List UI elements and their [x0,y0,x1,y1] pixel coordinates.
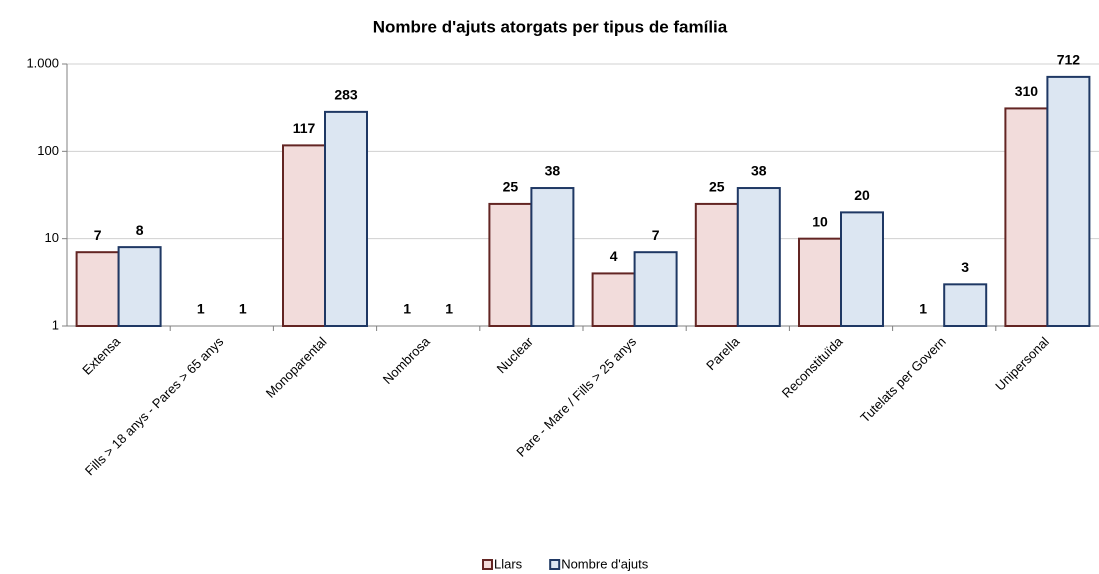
data-label: 7 [94,227,102,243]
y-tick-label: 1.000 [26,55,59,70]
bar [1046,75,1091,328]
data-label: 7 [652,227,660,243]
legend-label: Nombre d'ajuts [561,556,649,571]
bar [117,246,162,327]
bar [591,272,636,328]
x-tick-label: Extensa [79,333,123,377]
x-tick-label: Nuclear [494,333,537,376]
bar [488,202,533,327]
x-tick-label: Monoparental [263,334,330,401]
y-tick-label: 100 [37,143,59,158]
legend-label: Llars [494,556,523,571]
bar [798,237,842,328]
chart-title: Nombre d'ajuts atorgats per tipus de fam… [373,17,728,36]
data-label: 1 [239,301,247,317]
data-label: 4 [610,248,618,264]
data-label: 25 [503,179,519,195]
data-label: 712 [1057,52,1081,68]
bar [75,251,120,328]
data-label: 1 [403,301,411,317]
bar [694,202,739,327]
x-tick-label: Nombrosa [380,333,434,387]
bar [282,144,326,327]
data-label: 117 [293,120,316,136]
x-tick-label: Pare - Mare / Fills > 25 anys [513,334,639,460]
x-tick-label: Reconstituïda [779,333,846,400]
bar [633,251,678,328]
bar [943,283,988,328]
bar [1004,107,1049,327]
y-tick-label: 10 [45,230,59,245]
data-label: 8 [136,222,144,238]
bar [840,211,884,327]
data-label: 310 [1015,83,1039,99]
legend-swatch [482,559,493,570]
data-label: 1 [445,301,453,317]
legend-swatch [549,559,561,570]
x-tick-label: Tutelats per Govern [857,334,949,426]
data-label: 38 [545,163,561,179]
data-label: 38 [751,163,767,179]
data-label: 283 [334,87,358,103]
bar [324,110,368,327]
bar [736,187,781,327]
y-tick-label: 1 [52,317,59,332]
bar [530,187,575,327]
data-label: 20 [854,187,870,203]
data-label: 10 [812,213,828,229]
data-label: 3 [961,259,969,275]
x-tick-label: Parella [703,333,743,373]
data-label: 25 [709,179,725,195]
x-tick-label: Unipersonal [992,334,1052,394]
data-label: 1 [197,301,205,317]
data-label: 1 [919,301,927,317]
